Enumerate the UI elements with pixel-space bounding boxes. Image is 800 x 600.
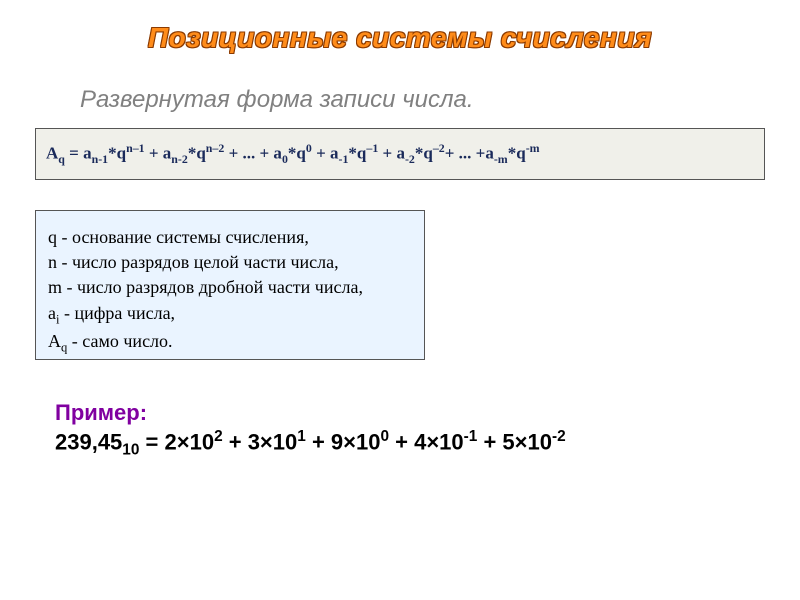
example-expression: 239,4510 = 2×102 + 3×101 + 9×100 + 4×10-… xyxy=(55,428,566,460)
subtitle-text: Развернутая форма записи числа. xyxy=(80,86,474,113)
example-label: Пример: xyxy=(55,400,566,426)
example-block: Пример: 239,4510 = 2×102 + 3×101 + 9×100… xyxy=(55,400,566,460)
legend-box: q - основание системы счисления,n - числ… xyxy=(35,210,425,360)
legend-line: q - основание системы счисления, xyxy=(48,225,412,250)
slide-title: Позиционные системы счисления xyxy=(148,22,652,54)
title-text: Позиционные системы счисления xyxy=(148,22,652,53)
legend-line: ai - цифра числа, xyxy=(48,301,412,329)
legend-line: m - число разрядов дробной части числа, xyxy=(48,275,412,300)
formula-box: Aq = an-1*qn–1 + an-2*qn–2 + ... + a0*q0… xyxy=(35,128,765,180)
formula-expression: Aq = an-1*qn–1 + an-2*qn–2 + ... + a0*q0… xyxy=(46,141,540,167)
legend-line: n - число разрядов целой части числа, xyxy=(48,250,412,275)
slide-subtitle: Развернутая форма записи числа. xyxy=(80,86,474,114)
legend-line: Aq - само число. xyxy=(48,329,412,357)
